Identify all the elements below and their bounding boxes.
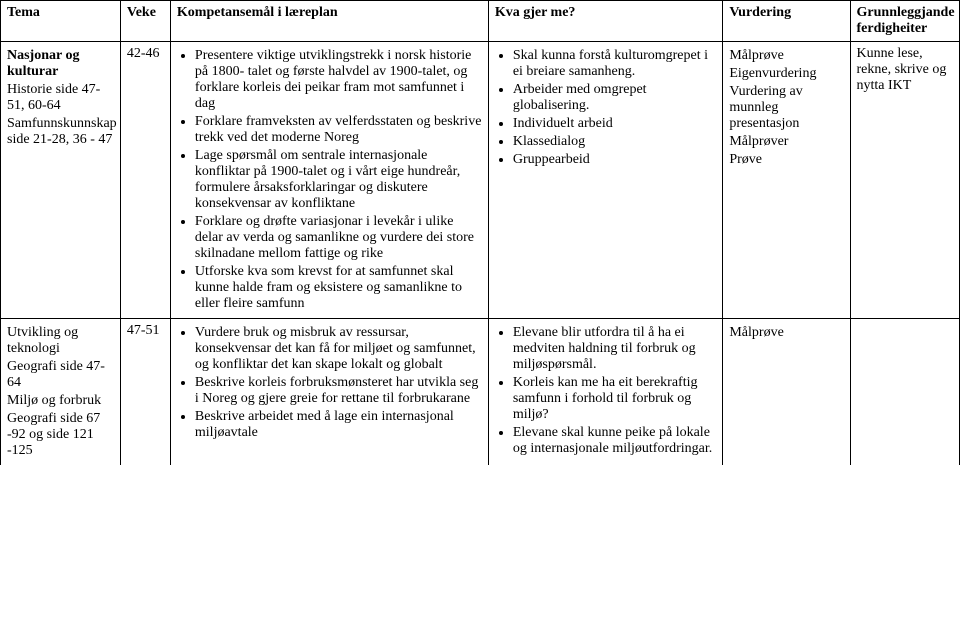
cell-kva: Elevane blir utfordra til å ha ei medvit… (488, 319, 723, 466)
kva-list: Elevane blir utfordra til å ha ei medvit… (513, 325, 717, 457)
cell-grunn: Kunne lese, rekne, skrive og nytta IKT (850, 42, 959, 319)
list-item: Presentere viktige utviklingstrekk i nor… (195, 48, 482, 112)
list-item: Forklare framveksten av velferdsstaten o… (195, 114, 482, 146)
list-item: Elevane skal kunne peike på lokale og in… (513, 425, 717, 457)
cell-komp: Vurdere bruk og misbruk av ressursar, ko… (170, 319, 488, 466)
cell-kva: Skal kunna forstå kulturomgrepet i ei br… (488, 42, 723, 319)
header-vurd: Vurdering (723, 1, 850, 42)
vurd-line: Prøve (729, 152, 843, 168)
tema-line: Historie side 47-51, 60-64 (7, 82, 114, 114)
list-item: Individuelt arbeid (513, 116, 717, 132)
header-kva: Kva gjer me? (488, 1, 723, 42)
list-item: Korleis kan me ha eit berekraftig samfun… (513, 375, 717, 423)
vurd-line: Målprøver (729, 134, 843, 150)
tema-line: Miljø og forbruk (7, 393, 114, 409)
cell-veke: 42-46 (120, 42, 170, 319)
curriculum-table: Tema Veke Kompetansemål i læreplan Kva g… (0, 0, 960, 465)
cell-grunn (850, 319, 959, 466)
vurd-line: Vurdering av munnleg presentasjon (729, 84, 843, 132)
cell-vurd: Målprøve Eigenvurdering Vurdering av mun… (723, 42, 850, 319)
header-grunn: Grunnleggjande ferdigheiter (850, 1, 959, 42)
list-item: Forklare og drøfte variasjonar i levekår… (195, 214, 482, 262)
list-item: Klassedialog (513, 134, 717, 150)
list-item: Arbeider med omgrepet globalisering. (513, 82, 717, 114)
tema-line: Geografi side 67 -92 og side 121 -125 (7, 411, 114, 459)
kva-list: Skal kunna forstå kulturomgrepet i ei br… (513, 48, 717, 168)
cell-tema: Utvikling og teknologi Geografi side 47-… (1, 319, 121, 466)
vurd-line: Eigenvurdering (729, 66, 843, 82)
list-item: Elevane blir utfordra til å ha ei medvit… (513, 325, 717, 373)
tema-title: Nasjonar og kulturar (7, 48, 114, 80)
list-item: Skal kunna forstå kulturomgrepet i ei br… (513, 48, 717, 80)
cell-komp: Presentere viktige utviklingstrekk i nor… (170, 42, 488, 319)
list-item: Utforske kva som krevst for at samfunnet… (195, 264, 482, 312)
header-row: Tema Veke Kompetansemål i læreplan Kva g… (1, 1, 960, 42)
cell-tema: Nasjonar og kulturar Historie side 47-51… (1, 42, 121, 319)
list-item: Beskrive arbeidet med å lage ein interna… (195, 409, 482, 441)
komp-list: Vurdere bruk og misbruk av ressursar, ko… (195, 325, 482, 441)
komp-list: Presentere viktige utviklingstrekk i nor… (195, 48, 482, 312)
vurd-line: Målprøve (729, 325, 843, 341)
table-row: Nasjonar og kulturar Historie side 47-51… (1, 42, 960, 319)
list-item: Gruppearbeid (513, 152, 717, 168)
vurd-line: Målprøve (729, 48, 843, 64)
table-row: Utvikling og teknologi Geografi side 47-… (1, 319, 960, 466)
header-veke: Veke (120, 1, 170, 42)
cell-vurd: Målprøve (723, 319, 850, 466)
list-item: Lage spørsmål om sentrale internasjonale… (195, 148, 482, 212)
tema-line: Geografi side 47-64 (7, 359, 114, 391)
list-item: Beskrive korleis forbruksmønsteret har u… (195, 375, 482, 407)
list-item: Vurdere bruk og misbruk av ressursar, ko… (195, 325, 482, 373)
tema-line: Utvikling og teknologi (7, 325, 114, 357)
tema-line: Samfunnskunnskap side 21-28, 36 - 47 (7, 116, 114, 148)
cell-veke: 47-51 (120, 319, 170, 466)
header-komp: Kompetansemål i læreplan (170, 1, 488, 42)
header-tema: Tema (1, 1, 121, 42)
